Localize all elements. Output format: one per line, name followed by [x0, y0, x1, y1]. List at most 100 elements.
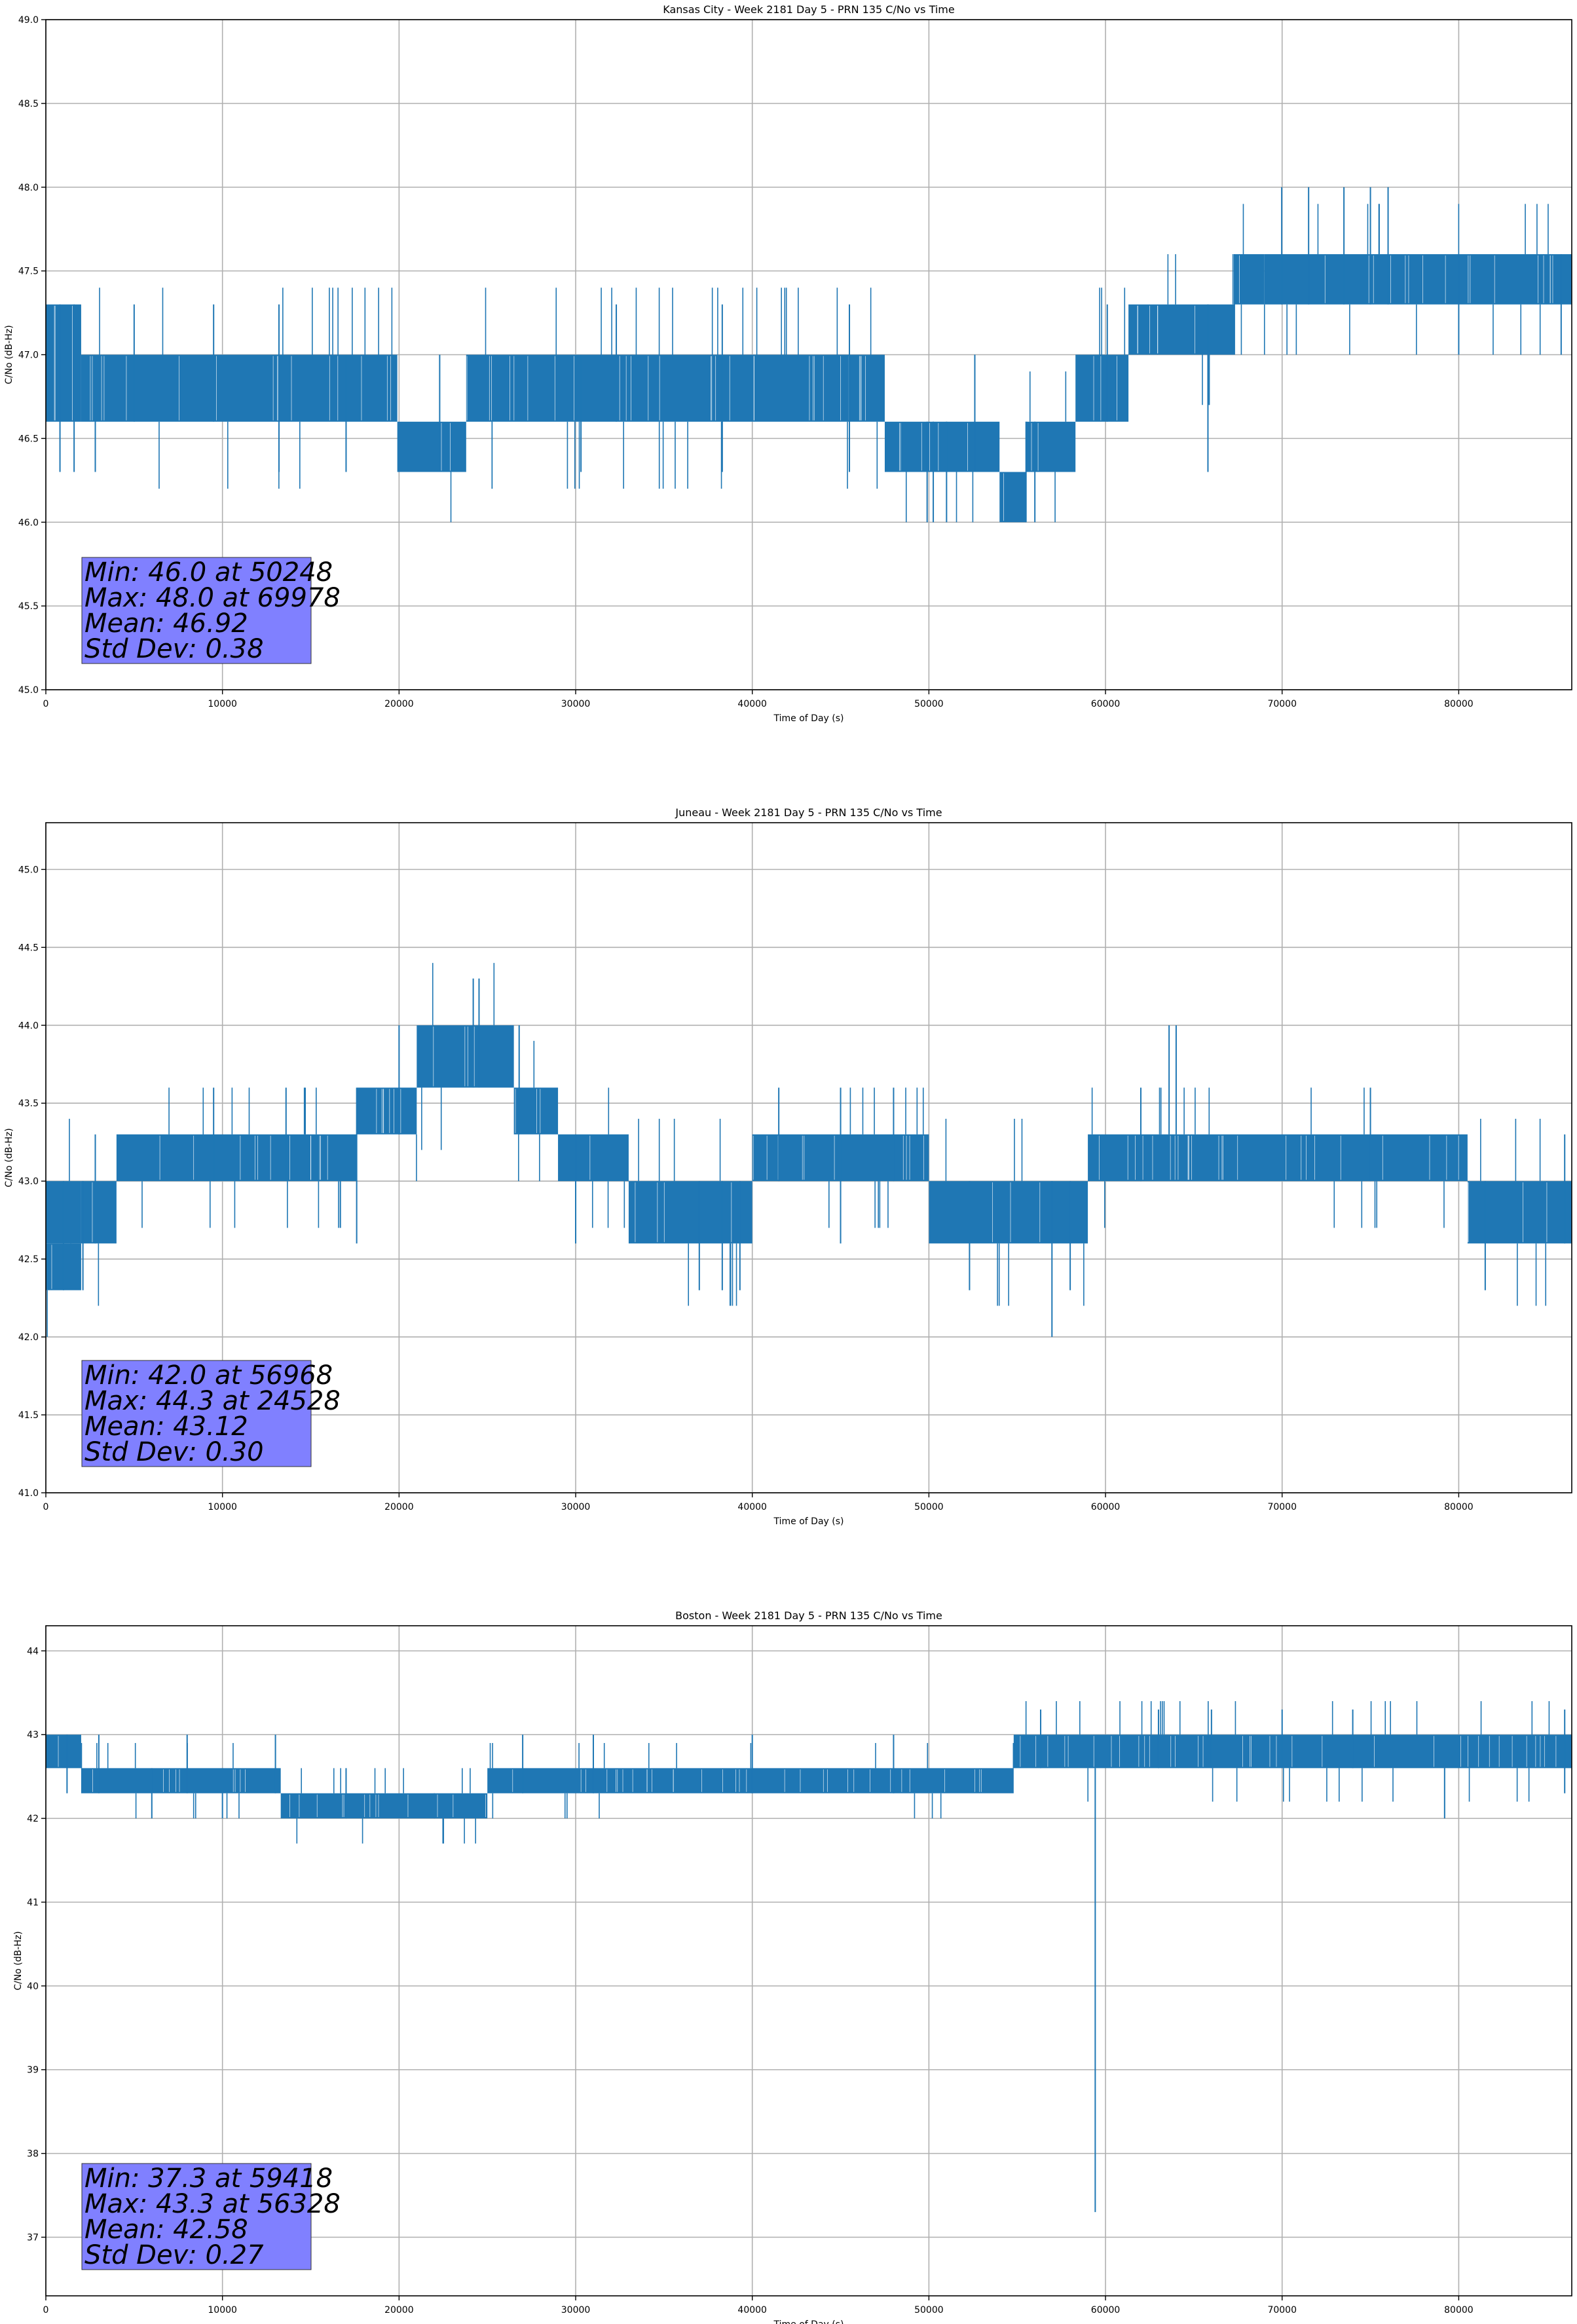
signal-band [116, 1134, 357, 1182]
stats-line: Max: 43.3 at 56328 [84, 2189, 341, 2219]
signal-band [558, 1134, 629, 1182]
stats-line: Std Dev: 0.30 [84, 1437, 264, 1467]
signal-band [417, 1025, 514, 1088]
signal-band [1088, 1134, 1468, 1182]
y-tick-label: 49.0 [18, 15, 39, 26]
chart-title: Juneau - Week 2181 Day 5 - PRN 135 C/No … [675, 806, 942, 819]
x-tick-label: 70000 [1267, 1502, 1297, 1512]
signal-band [397, 421, 466, 472]
stats-line: Min: 42.0 at 56968 [84, 1360, 333, 1391]
y-tick-label: 42.0 [18, 1332, 39, 1343]
y-tick-label: 38 [27, 2149, 39, 2160]
signal-band [513, 1087, 559, 1134]
signal-band [1013, 1734, 1572, 1769]
y-tick-label: 39 [27, 2065, 39, 2076]
x-tick-label: 80000 [1444, 699, 1474, 709]
y-tick-label: 43 [27, 1730, 39, 1740]
chart-panel-1: 0 10000 20000 30000 40000 50000 60000 70000 8000… [4, 3, 1572, 724]
stats-line: Std Dev: 0.27 [84, 2240, 264, 2270]
x-axis-label: Time of Day (s) [773, 2319, 844, 2324]
stats-line: Min: 37.3 at 59418 [84, 2164, 333, 2194]
chart-panel-2: 0 10000 20000 30000 40000 50000 60000 70000 8000… [4, 806, 1572, 1527]
signal-band [974, 421, 1000, 472]
x-tick-label: 70000 [1267, 2305, 1297, 2315]
x-tick-label: 70000 [1267, 699, 1297, 709]
x-tick-label: 10000 [208, 2305, 237, 2315]
y-tick-label: 43.5 [18, 1098, 39, 1109]
stats-box [81, 557, 312, 664]
series-line [46, 1701, 1572, 2213]
y-tick-label: 46.0 [18, 517, 39, 528]
signal-band [81, 1768, 281, 1793]
x-tick-label: 0 [43, 2305, 49, 2315]
y-tick-label: 45.5 [18, 601, 39, 612]
x-tick-label: 0 [43, 699, 49, 709]
series-line [46, 963, 1572, 1338]
x-tick-label: 20000 [384, 2305, 414, 2315]
y-tick-label: 46.5 [18, 434, 39, 444]
stats-line: Max: 44.3 at 24528 [84, 1386, 341, 1416]
x-tick-label: 80000 [1444, 1502, 1474, 1512]
y-tick-label: 43.0 [18, 1176, 39, 1187]
x-tick-label: 0 [43, 1502, 49, 1512]
x-tick-label: 80000 [1444, 2305, 1474, 2315]
signal-band [628, 1181, 752, 1244]
y-tick-label: 44.5 [18, 943, 39, 953]
x-tick-label: 30000 [561, 699, 591, 709]
y-tick-label: 47.5 [18, 267, 39, 277]
x-tick-label: 30000 [561, 2305, 591, 2315]
chart-panel-3: 0 10000 20000 30000 40000 50000 60000 70000 8000… [13, 1609, 1572, 2324]
x-tick-label: 30000 [561, 1502, 591, 1512]
stats-line: Max: 48.0 at 69978 [84, 583, 341, 613]
signal-band [1234, 254, 1265, 305]
y-tick-label: 45.0 [18, 685, 39, 696]
y-tick-label: 42 [27, 1814, 39, 1824]
y-tick-label: 47.0 [18, 350, 39, 361]
signal-band [81, 354, 398, 422]
chart-title: Kansas City - Week 2181 Day 5 - PRN 135 … [663, 3, 954, 16]
y-tick-label: 44.0 [18, 1021, 39, 1031]
x-tick-label: 50000 [914, 2305, 944, 2315]
y-tick-label: 41.0 [18, 1488, 39, 1499]
stats-line: Std Dev: 0.38 [84, 634, 264, 664]
signal-band [280, 1793, 488, 1819]
x-tick-label: 60000 [1091, 2305, 1121, 2315]
x-tick-label: 60000 [1091, 699, 1121, 709]
x-axis-label: Time of Day (s) [773, 1516, 844, 1527]
x-tick-label: 40000 [737, 699, 767, 709]
y-tick-label: 37 [27, 2232, 39, 2243]
stats-line: Min: 46.0 at 50248 [84, 557, 333, 588]
y-tick-label: 45.0 [18, 865, 39, 875]
x-tick-label: 50000 [914, 699, 944, 709]
signal-band [356, 1087, 417, 1134]
y-axis-label: C/No (dB-Hz) [4, 1128, 14, 1187]
axes-frame [45, 1625, 1572, 2296]
signal-band [1467, 1181, 1572, 1244]
y-tick-label: 41.5 [18, 1410, 39, 1421]
stats-line: Mean: 46.92 [84, 609, 248, 639]
signal-band [466, 354, 885, 422]
x-tick-label: 50000 [914, 1502, 944, 1512]
y-tick-label: 40 [27, 1981, 39, 1992]
x-tick-label: 40000 [737, 2305, 767, 2315]
signal-band [46, 304, 81, 422]
x-tick-label: 10000 [208, 1502, 237, 1512]
stats-line: Mean: 42.58 [84, 2215, 248, 2245]
signal-band [929, 1181, 1088, 1244]
x-tick-label: 20000 [384, 1502, 414, 1512]
stats-box [81, 1360, 312, 1467]
series-line [46, 187, 1572, 523]
y-tick-label: 44 [27, 1646, 39, 1657]
signal-band [46, 1734, 81, 1769]
signal-band [81, 1181, 117, 1244]
x-tick-label: 20000 [384, 699, 414, 709]
x-axis-label: Time of Day (s) [773, 713, 844, 724]
signal-band [1075, 354, 1129, 422]
y-tick-label: 42.5 [18, 1254, 39, 1265]
signal-band [999, 472, 1026, 523]
signal-band [1264, 254, 1572, 305]
signal-band [1026, 421, 1076, 472]
x-tick-label: 40000 [737, 1502, 767, 1512]
chart-title: Boston - Week 2181 Day 5 - PRN 135 C/No … [675, 1609, 942, 1622]
stats-line: Mean: 43.12 [84, 1412, 248, 1442]
